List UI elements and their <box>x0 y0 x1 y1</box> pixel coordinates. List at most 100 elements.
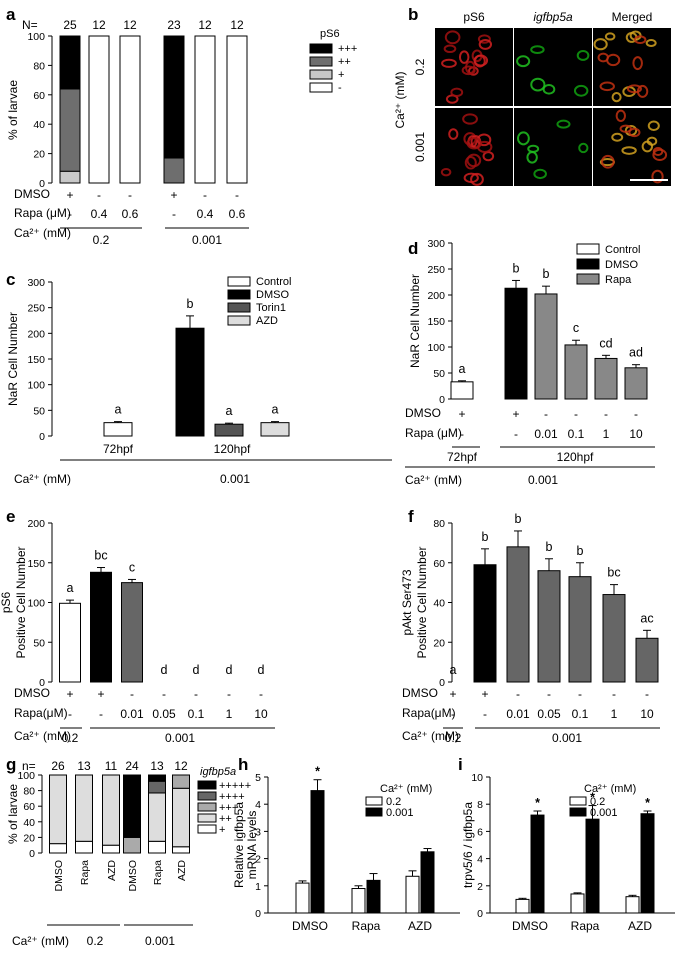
ca-group-label: 0.2 <box>62 731 79 745</box>
cell-signal <box>646 136 658 146</box>
y-tick-label: 2 <box>477 881 483 893</box>
y-tick-label: 6 <box>477 826 483 838</box>
significance-mark: * <box>645 796 650 810</box>
y-axis-label: % of larvae <box>6 784 20 844</box>
bar <box>568 576 592 683</box>
rapa-dose: 0.6 <box>229 207 246 221</box>
cell-signal <box>593 38 608 51</box>
ca-group-label: 0.2 <box>87 934 104 948</box>
rapa-dose: 10 <box>640 707 654 721</box>
micrograph-row-label: 0.001 <box>413 132 427 162</box>
bar <box>506 546 530 683</box>
y-tick-label: 100 <box>27 31 45 43</box>
ca-group-label: 0.2 <box>93 233 110 247</box>
stacked-bar-segment <box>148 840 166 854</box>
significance-mark: * <box>590 791 595 805</box>
cell-signal <box>628 127 641 138</box>
stacked-bar-segment <box>75 774 93 842</box>
cell-signal <box>444 30 461 45</box>
y-axis-label: NaR Cell Number <box>408 274 422 368</box>
micrograph-column-header: igfbp5a <box>533 10 573 24</box>
rapa-dose: - <box>460 427 464 441</box>
y-tick-label: 80 <box>33 60 45 72</box>
n-count: 12 <box>174 759 188 773</box>
panel-label-f: f <box>408 507 414 526</box>
bar <box>530 814 545 914</box>
significance-letter: bc <box>94 549 107 563</box>
dmso-sign: + <box>512 407 519 421</box>
panel-label-d: d <box>408 239 418 258</box>
cell-signal <box>440 167 452 177</box>
y-tick-label: 0 <box>29 848 35 860</box>
cell-signal <box>542 84 556 95</box>
y-axis-label: Positive Cell Number <box>14 546 28 658</box>
significance-letter: a <box>67 581 74 595</box>
n-count: 11 <box>105 759 118 773</box>
significance-letter: d <box>226 663 233 677</box>
stacked-bar-segment <box>148 774 166 782</box>
cell-signal <box>530 45 545 55</box>
y-tick-label: 40 <box>433 598 445 610</box>
dmso-sign: - <box>574 407 578 421</box>
panel-label-a: a <box>6 5 16 24</box>
bar <box>473 564 497 683</box>
micrograph-row-label: 0.2 <box>413 58 427 75</box>
y-tick-label: 80 <box>23 786 35 798</box>
stacked-bar-segment <box>123 836 141 854</box>
stacked-bar-segment <box>49 843 67 854</box>
y-axis-label: % of larvae <box>6 80 20 140</box>
legend-swatch <box>569 807 587 817</box>
rapa-dose: 0.1 <box>572 707 589 721</box>
cell-signal <box>448 128 459 140</box>
ca-group-label: 0.001 <box>165 731 195 745</box>
y-axis-label: mRNA levels <box>245 811 259 880</box>
significance-letter: d <box>161 663 168 677</box>
row-label-rapa: Rapa (μM) <box>14 206 71 220</box>
rapa-dose: 0.4 <box>91 207 108 221</box>
legend-title: Ca²⁺ (mM) <box>380 783 432 795</box>
dmso-sign: + <box>170 188 177 202</box>
cell-signal <box>473 54 489 67</box>
dmso-sign: - <box>97 188 101 202</box>
y-tick-label: 150 <box>427 316 445 328</box>
y-tick-label: 50 <box>433 368 445 380</box>
bar <box>635 637 659 683</box>
y-tick-label: 20 <box>33 149 45 161</box>
significance-letter: a <box>272 403 279 417</box>
dmso-sign: - <box>544 407 548 421</box>
legend-title: Ca²⁺ (mM) <box>584 783 636 795</box>
row-label-ca: Ca²⁺ (mM) <box>14 226 71 240</box>
y-axis-label: pS6 <box>0 592 13 614</box>
bar <box>214 423 244 437</box>
row-label-dmso: DMSO <box>14 686 50 700</box>
y-tick-label: 50 <box>33 637 45 649</box>
legend-label: 0.2 <box>386 796 401 808</box>
dmso-sign: - <box>612 687 616 701</box>
cell-signal <box>645 39 657 48</box>
n-count: 12 <box>92 18 106 32</box>
row-label-dmso: DMSO <box>405 406 441 420</box>
x-category-label: 72hpf <box>103 442 134 456</box>
y-tick-label: 300 <box>427 238 445 250</box>
row-label-dmso: DMSO <box>14 187 50 201</box>
cell-signal <box>626 84 642 94</box>
n-count: 12 <box>230 18 244 32</box>
row-label-ca: Ca²⁺ (mM) <box>402 729 459 743</box>
rapa-dose: 0.01 <box>506 707 530 721</box>
legend-swatch <box>227 302 251 313</box>
y-tick-label: 200 <box>27 328 45 340</box>
bar <box>564 344 588 400</box>
legend-swatch <box>197 780 217 790</box>
stacked-bar-segment <box>123 774 141 838</box>
rapa-dose: 1 <box>611 707 618 721</box>
cell-signal <box>647 120 660 132</box>
y-tick-label: 0 <box>39 677 45 689</box>
y-tick-label: 8 <box>477 799 483 811</box>
y-tick-label: 40 <box>33 119 45 131</box>
significance-letter: b <box>187 297 194 311</box>
legend-label: Control <box>256 276 291 288</box>
rapa-dose: 0.4 <box>197 207 214 221</box>
y-tick-label: 40 <box>23 817 35 829</box>
cell-signal <box>576 49 590 61</box>
dmso-sign: - <box>645 687 649 701</box>
